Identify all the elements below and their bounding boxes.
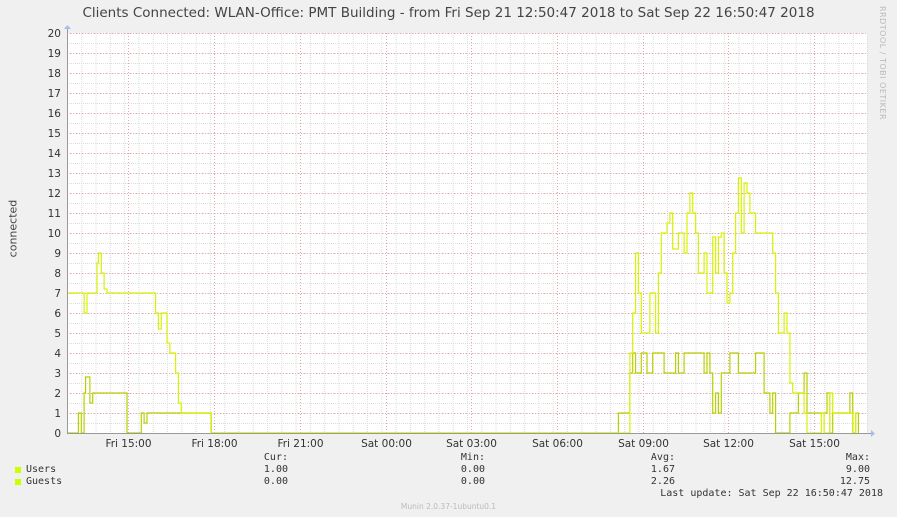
y-axis-arrow	[64, 25, 71, 29]
y-tick-label: 20	[48, 28, 61, 40]
y-tick-label: 9	[54, 248, 61, 260]
legend-guests-name: Guests	[26, 476, 63, 487]
x-tick-label: Sat 09:00	[618, 438, 669, 450]
y-tick-label: 1	[54, 408, 61, 420]
y-tick-label: 18	[48, 68, 61, 80]
y-tick-label: 3	[54, 368, 61, 380]
legend-header-cur: Cur:	[263, 452, 288, 463]
series-line-guests	[67, 177, 859, 434]
y-tick-label: 0	[54, 428, 61, 440]
legend-header-min: Min:	[460, 452, 485, 463]
x-tick-label: Sat 03:00	[446, 438, 497, 450]
y-tick-label: 15	[48, 128, 61, 140]
y-tick-label: 16	[48, 108, 62, 120]
last-update: Last update: Sat Sep 22 16:50:47 2018	[660, 488, 883, 499]
chart-title: Clients Connected: WLAN-Office: PMT Buil…	[82, 5, 815, 21]
legend-users-avg: 1.67	[650, 464, 675, 475]
legend-guests-max: 12.75	[839, 476, 870, 487]
x-tick-label: Fri 15:00	[105, 438, 151, 450]
legend-users-name: Users	[26, 464, 57, 475]
users-swatch	[15, 467, 21, 473]
y-tick-label: 7	[54, 288, 61, 300]
munin-version: Munin 2.0.37-1ubuntu0.1	[400, 502, 497, 511]
x-tick-label: Sat 15:00	[789, 438, 840, 450]
y-tick-label: 13	[48, 168, 61, 180]
y-tick-label: 19	[48, 48, 61, 60]
y-tick-label: 2	[54, 388, 61, 400]
y-tick-label: 10	[48, 228, 61, 240]
legend-users-max: 9.00	[845, 464, 870, 475]
y-tick-label: 4	[54, 348, 61, 360]
guests-swatch	[15, 479, 21, 485]
x-tick-label: Sat 12:00	[703, 438, 754, 450]
x-axis-arrow	[871, 430, 875, 437]
y-tick-label: 5	[54, 328, 61, 340]
legend-header-avg: Avg:	[650, 452, 675, 463]
legend-users-min: 0.00	[460, 464, 485, 475]
y-tick-label: 11	[48, 208, 61, 220]
y-tick-label: 8	[54, 268, 61, 280]
legend-header-max: Max:	[845, 452, 870, 463]
x-tick-label: Fri 18:00	[191, 438, 237, 450]
y-tick-label: 14	[48, 148, 62, 160]
x-tick-label: Sat 00:00	[361, 438, 412, 450]
y-tick-label: 17	[48, 88, 61, 100]
rrdtool-credit: RRDTOOL / TOBI OETIKER	[878, 6, 887, 121]
y-tick-label: 6	[54, 308, 61, 320]
legend-guests-avg: 2.26	[650, 476, 675, 487]
legend-guests-min: 0.00	[460, 476, 485, 487]
y-tick-label: 12	[48, 188, 61, 200]
legend-guests-cur: 0.00	[263, 476, 288, 487]
x-tick-label: Fri 21:00	[277, 438, 323, 450]
x-tick-label: Sat 06:00	[532, 438, 583, 450]
legend-users-cur: 1.00	[263, 464, 288, 475]
